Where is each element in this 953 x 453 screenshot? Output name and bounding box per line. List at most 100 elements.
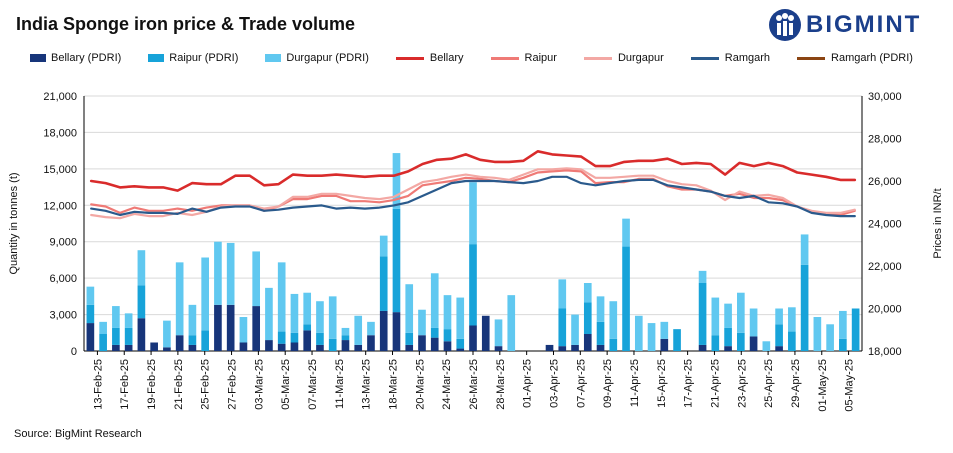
bar-durgapur-pdri: [188, 304, 197, 336]
x-tick-label: 17-Apr-25: [683, 359, 695, 408]
legend-label: Bellary: [429, 52, 464, 64]
bar-durgapur-pdri: [341, 327, 350, 336]
bar-bellary-pdri: [277, 343, 286, 351]
bar-durgapur-pdri: [469, 182, 477, 245]
bar-durgapur-pdri: [558, 279, 567, 309]
bar-bellary-pdri: [239, 342, 248, 351]
legend-swatch: [797, 56, 826, 60]
bar-durgapur-pdri: [316, 301, 324, 333]
bar-raipur-pdri: [303, 324, 312, 331]
bar-durgapur-pdri: [430, 273, 439, 328]
bar-durgapur-pdri: [99, 321, 107, 334]
bar-durgapur-pdri: [456, 297, 465, 339]
bar-raipur-pdri: [839, 338, 847, 351]
legend-label: Ramgarh: [724, 52, 771, 64]
bar-raipur-pdri: [124, 327, 133, 345]
bar-durgapur-pdri: [571, 314, 579, 345]
bar-raipur-pdri: [583, 302, 592, 334]
x-tick-label: 25-Feb-25: [200, 359, 212, 410]
bar-bellary-pdri: [494, 346, 503, 351]
x-tick-label: 13-Feb-25: [92, 359, 104, 410]
bar-durgapur-pdri: [711, 297, 720, 336]
bar-bellary-pdri: [226, 304, 235, 351]
bar-bellary-pdri: [316, 344, 324, 351]
x-tick-label: 05-Mar-25: [280, 359, 292, 410]
bar-bellary-pdri: [163, 347, 171, 351]
legend-item: Raipur (PDRI): [148, 52, 238, 64]
bar-bellary-pdri: [341, 340, 350, 351]
bar-durgapur-pdri: [660, 321, 669, 339]
right-tick-label: 24,000: [868, 219, 902, 231]
bar-raipur-pdri: [443, 329, 452, 342]
brand-name: BIGMINT: [806, 11, 922, 38]
x-tick-label: 07-Mar-25: [307, 359, 319, 410]
bar-durgapur-pdri: [775, 308, 783, 325]
x-tick-label: 24-Mar-25: [441, 359, 453, 410]
left-axis-title: Quantity in tonnes (t): [8, 172, 20, 274]
bar-durgapur-pdri: [405, 284, 414, 333]
legend-label: Bellary (PDRI): [51, 52, 122, 64]
bar-raipur-pdri: [469, 244, 477, 326]
bar-durgapur-pdri: [379, 235, 388, 257]
right-axis-title: Prices in INR/t: [932, 188, 944, 258]
bar-raipur-pdri: [724, 327, 732, 347]
bar-durgapur-pdri: [788, 307, 796, 332]
bar-durgapur-pdri: [762, 341, 771, 351]
legend-item: Durgapur (PDRI): [265, 52, 369, 64]
x-tick-label: 15-Apr-25: [656, 359, 668, 408]
right-tick-label: 26,000: [868, 176, 902, 188]
bar-raipur-pdri: [851, 308, 860, 351]
x-tick-label: 18-Mar-25: [388, 359, 400, 410]
bar-raipur-pdri: [609, 338, 618, 351]
x-tick-label: 07-Apr-25: [575, 359, 587, 408]
bar-durgapur-pdri: [596, 296, 605, 322]
bar-durgapur-pdri: [175, 262, 184, 336]
bar-bellary-pdri: [175, 335, 184, 351]
bar-bellary-pdri: [660, 338, 669, 351]
bar-durgapur-pdri: [443, 295, 452, 330]
bar-bellary-pdri: [571, 344, 579, 351]
x-tick-label: 03-Apr-25: [548, 359, 560, 408]
x-tick-label: 21-Feb-25: [173, 359, 185, 410]
x-tick-label: 19-Feb-25: [146, 359, 158, 410]
legend-swatch: [395, 56, 424, 60]
bar-raipur-pdri: [86, 304, 95, 324]
bar-durgapur-pdri: [494, 319, 503, 347]
left-tick-label: 12,000: [43, 200, 77, 212]
bar-raipur-pdri: [673, 329, 681, 351]
bar-raipur-pdri: [405, 332, 414, 345]
bar-raipur-pdri: [188, 335, 197, 345]
legend-item: Ramgarh (PDRI): [797, 52, 913, 64]
bar-bellary-pdri: [405, 344, 414, 351]
x-tick-label: 13-Mar-25: [361, 359, 373, 410]
legend-swatch: [265, 54, 282, 62]
left-tick-label: 15,000: [43, 164, 77, 176]
bar-durgapur-pdri: [609, 301, 618, 339]
bar-durgapur-pdri: [277, 262, 286, 332]
bar-raipur-pdri: [290, 332, 299, 343]
legend-swatch: [490, 56, 519, 60]
bar-bellary-pdri: [150, 342, 158, 351]
bar-durgapur-pdri: [749, 308, 758, 337]
bar-bellary-pdri: [558, 346, 567, 351]
bar-bellary-pdri: [290, 342, 299, 351]
bar-bellary-pdri: [724, 346, 732, 351]
bar-durgapur-pdri: [839, 310, 847, 339]
legend-label: Raipur: [524, 52, 557, 64]
x-tick-label: 26-Mar-25: [468, 359, 480, 410]
bar-durgapur-pdri: [583, 283, 592, 303]
x-tick-label: 27-Feb-25: [227, 359, 239, 410]
bar-durgapur-pdri: [226, 242, 235, 305]
bar-bellary-pdri: [749, 336, 758, 351]
bar-durgapur-pdri: [328, 296, 337, 339]
x-tick-label: 23-Apr-25: [736, 359, 748, 408]
legend-item: Raipur: [490, 52, 557, 64]
x-tick-label: 28-Mar-25: [495, 359, 507, 410]
bar-raipur-pdri: [277, 331, 286, 344]
legend-item: Bellary (PDRI): [30, 52, 121, 64]
left-tick-label: 6,000: [49, 273, 77, 285]
bar-raipur-pdri: [328, 338, 337, 351]
x-tick-label: 11-Apr-25: [629, 359, 641, 407]
bar-raipur-pdri: [711, 335, 720, 351]
